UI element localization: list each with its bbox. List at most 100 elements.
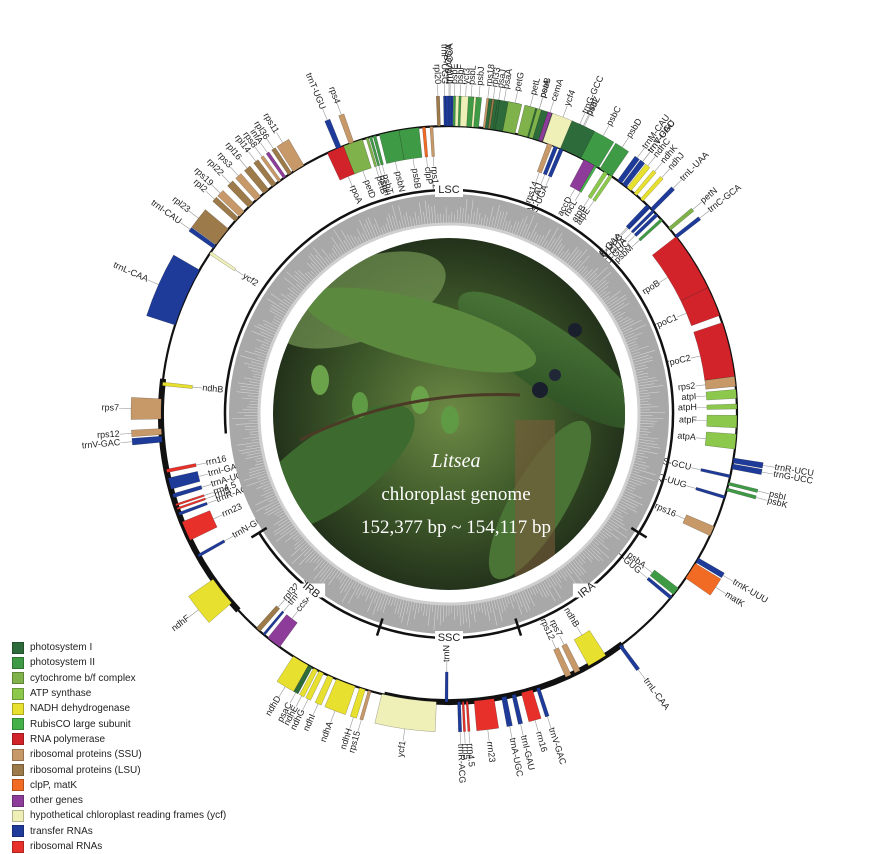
legend-item: photosystem I [12, 640, 272, 655]
leader-line [763, 465, 775, 467]
gene-trnq-uug [696, 487, 726, 498]
gene-rrn16 [166, 463, 196, 472]
gene-label-rps12: rps12 [97, 429, 120, 440]
gene-label-rpoc2: rpoC2 [665, 353, 691, 368]
legend-label: photosystem I [30, 642, 92, 653]
leader-line [643, 152, 650, 162]
leader-line [235, 270, 243, 276]
gene-trnn-guu [198, 540, 226, 557]
gene-label-atpa: atpA [677, 430, 696, 442]
leader-line [655, 162, 663, 171]
legend-label: ATP synthase [30, 688, 91, 699]
gene-label-atph: atpH [678, 402, 697, 412]
legend-item: NADH dehydrogenase [12, 701, 272, 716]
leader-line [469, 731, 470, 743]
leader-line [632, 240, 639, 247]
leader-line [207, 500, 216, 503]
leader-line [673, 180, 681, 189]
leader-line [192, 387, 202, 388]
legend-label: transfer RNAs [30, 826, 93, 837]
leader-line [202, 484, 212, 487]
gene-trna-ugc [501, 696, 512, 726]
gene-ndhb [162, 382, 192, 388]
leader-line [583, 115, 588, 126]
gene-label-atpf: atpF [679, 414, 698, 424]
leader-line [588, 201, 594, 209]
gene-label-rps7: rps7 [101, 402, 119, 412]
leader-line [584, 115, 589, 126]
gene-trns-gcu [701, 469, 731, 478]
leader-line [204, 492, 213, 495]
leader-line [625, 232, 632, 239]
legend-swatch [12, 779, 24, 791]
gene-trni-gau [512, 694, 523, 724]
leader-line [212, 185, 221, 193]
leader-line [723, 575, 733, 581]
legend-label: cytochrome b/f complex [30, 673, 136, 684]
legend-label: photosystem II [30, 657, 95, 668]
leader-line [560, 636, 564, 645]
legend-item: clpP, matK [12, 778, 272, 793]
leader-line [363, 171, 366, 180]
gene-trnw-cca [449, 96, 451, 126]
gene-rrn23 [474, 698, 499, 730]
leader-line [644, 567, 652, 573]
leader-line [510, 726, 512, 738]
leader-line [303, 699, 308, 710]
leader-line [199, 474, 209, 476]
legend-item: RNA polymerase [12, 732, 272, 747]
leader-line [382, 165, 385, 175]
leader-line [465, 732, 466, 744]
legend-label: other genes [30, 795, 83, 806]
gene-ndhj [640, 176, 663, 201]
gene-atpi [706, 389, 737, 400]
leader-line [521, 724, 524, 736]
leader-line [296, 696, 302, 707]
gene-atpf [707, 415, 737, 428]
legend-swatch [12, 657, 24, 669]
leader-line [603, 125, 609, 135]
leader-line [716, 587, 726, 594]
legend-label: ribosomal RNAs [30, 841, 102, 852]
gene-trnr-acg [458, 702, 462, 732]
leader-line [539, 98, 542, 110]
gene-label-trnr-acg: trnR-ACG [456, 744, 467, 784]
leader-line [278, 600, 285, 607]
legend-label: ribosomal proteins (LSU) [30, 765, 141, 776]
gene-label-trnt-ugu: trnT-UGU [304, 71, 328, 110]
leader-line [676, 515, 685, 519]
leader-line [205, 496, 214, 499]
leader-line [479, 85, 480, 97]
gene-label-psbd: psbD [624, 116, 644, 139]
gene-rps16 [683, 515, 714, 536]
gene-clpp [422, 127, 427, 157]
legend-item: ribosomal proteins (SSU) [12, 747, 272, 762]
leader-line [224, 536, 233, 541]
leader-line [662, 169, 670, 178]
legend-item: transfer RNAs [12, 824, 272, 839]
leader-line [261, 143, 268, 153]
leader-line [255, 147, 262, 157]
leader-line [640, 572, 648, 578]
genus-title: Litsea [431, 450, 481, 472]
gene-label-rrn23: rrn23 [220, 501, 243, 519]
gene-trnt-ugu [325, 119, 341, 149]
legend-item: hypothetical chloroplast reading frames … [12, 808, 272, 823]
gene-rpob [652, 237, 708, 301]
gene-rps12 [430, 126, 435, 156]
leader-line [577, 627, 582, 636]
leader-line [283, 604, 289, 612]
leader-line [290, 693, 296, 704]
leader-line [348, 177, 352, 186]
gene-ndhf [189, 579, 232, 622]
gene-label-ndhb: ndhB [562, 606, 581, 629]
gene-label-ndhf: ndhF [169, 612, 192, 633]
leader-line [550, 101, 554, 112]
leader-line [466, 84, 467, 96]
leader-line [628, 235, 635, 242]
leader-line [758, 491, 770, 494]
leader-line [403, 729, 405, 741]
legend-item: other genes [12, 793, 272, 808]
gene-label-rpob: rpoB [640, 278, 661, 297]
genome-subtitle: chloroplast genome [381, 484, 530, 505]
